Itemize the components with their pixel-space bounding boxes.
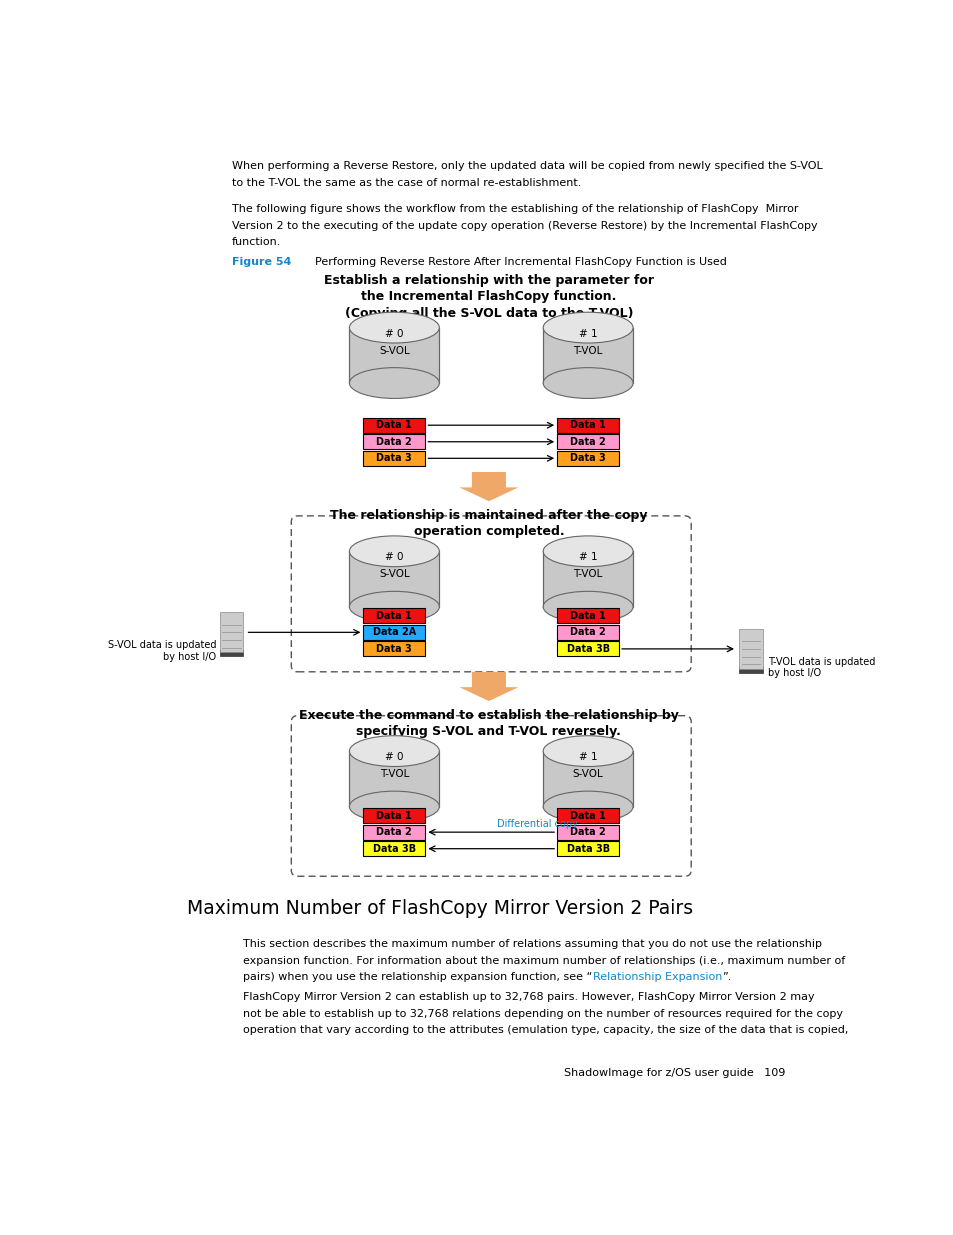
Text: Data 3: Data 3 xyxy=(376,643,412,653)
Bar xyxy=(349,751,439,806)
Text: When performing a Reverse Restore, only the updated data will be copied from new: When performing a Reverse Restore, only … xyxy=(232,162,821,172)
Text: operation completed.: operation completed. xyxy=(414,526,563,538)
Text: # 1: # 1 xyxy=(578,552,597,562)
Bar xyxy=(557,825,618,840)
Text: to the T-VOL the same as the case of normal re-establishment.: to the T-VOL the same as the case of nor… xyxy=(232,178,580,188)
Bar xyxy=(542,327,633,383)
Ellipse shape xyxy=(542,736,633,767)
Text: Relationship Expansion: Relationship Expansion xyxy=(592,972,721,983)
Bar xyxy=(557,841,618,856)
Text: Data 2: Data 2 xyxy=(570,437,605,447)
Bar xyxy=(363,825,425,840)
Bar xyxy=(363,451,425,466)
Bar xyxy=(557,435,618,450)
Text: S-VOL: S-VOL xyxy=(572,769,603,779)
Text: ShadowImage for z/OS user guide   109: ShadowImage for z/OS user guide 109 xyxy=(564,1067,785,1078)
Ellipse shape xyxy=(349,792,439,823)
Text: Data 1: Data 1 xyxy=(376,810,412,820)
Ellipse shape xyxy=(542,792,633,823)
Bar xyxy=(220,613,243,652)
Ellipse shape xyxy=(349,536,439,567)
Text: Version 2 to the executing of the update copy operation (Reverse Restore) by the: Version 2 to the executing of the update… xyxy=(232,221,817,231)
Bar xyxy=(557,625,618,640)
Ellipse shape xyxy=(542,536,633,567)
Text: Data 2: Data 2 xyxy=(376,437,412,447)
Text: # 1: # 1 xyxy=(578,752,597,762)
Bar xyxy=(557,451,618,466)
Bar xyxy=(557,641,618,656)
Bar xyxy=(739,667,761,673)
Text: T-VOL: T-VOL xyxy=(573,346,602,356)
Text: # 0: # 0 xyxy=(385,752,403,762)
Bar xyxy=(363,625,425,640)
Bar xyxy=(542,751,633,806)
Ellipse shape xyxy=(542,312,633,343)
Text: Figure 54: Figure 54 xyxy=(232,257,291,267)
Ellipse shape xyxy=(349,736,439,767)
Text: Performing Reverse Restore After Incremental FlashCopy Function is Used: Performing Reverse Restore After Increme… xyxy=(314,257,725,267)
Ellipse shape xyxy=(349,592,439,622)
Text: Maximum Number of FlashCopy Mirror Version 2 Pairs: Maximum Number of FlashCopy Mirror Versi… xyxy=(187,899,693,919)
Text: Data 2: Data 2 xyxy=(570,827,605,837)
Text: the Incremental FlashCopy function.: the Incremental FlashCopy function. xyxy=(361,290,616,304)
Text: Data 1: Data 1 xyxy=(376,611,412,621)
Text: T-VOL data is updated
by host I/O: T-VOL data is updated by host I/O xyxy=(767,657,875,678)
Text: not be able to establish up to 32,768 relations depending on the number of resou: not be able to establish up to 32,768 re… xyxy=(243,1009,842,1019)
Text: operation that vary according to the attributes (emulation type, capacity, the s: operation that vary according to the att… xyxy=(243,1025,848,1035)
Text: (Copying all the S-VOL data to the T-VOL): (Copying all the S-VOL data to the T-VOL… xyxy=(344,306,633,320)
Text: FlashCopy Mirror Version 2 can establish up to 32,768 pairs. However, FlashCopy : FlashCopy Mirror Version 2 can establish… xyxy=(243,993,814,1003)
Bar xyxy=(363,609,425,624)
Text: Data 1: Data 1 xyxy=(570,611,605,621)
Text: The relationship is maintained after the copy: The relationship is maintained after the… xyxy=(330,509,647,522)
Text: S-VOL: S-VOL xyxy=(378,346,410,356)
Text: ”.: ”. xyxy=(721,972,731,983)
Ellipse shape xyxy=(542,368,633,399)
Ellipse shape xyxy=(349,312,439,343)
Bar xyxy=(557,808,618,823)
Bar xyxy=(542,551,633,606)
Text: Data 2: Data 2 xyxy=(376,827,412,837)
Bar xyxy=(363,808,425,823)
Text: function.: function. xyxy=(232,237,281,247)
Text: Differential copy: Differential copy xyxy=(497,819,578,829)
Polygon shape xyxy=(459,472,517,501)
Text: Data 1: Data 1 xyxy=(376,420,412,430)
Text: This section describes the maximum number of relations assuming that you do not : This section describes the maximum numbe… xyxy=(243,940,821,950)
Bar xyxy=(557,417,618,432)
Ellipse shape xyxy=(542,592,633,622)
Bar xyxy=(363,435,425,450)
Text: pairs) when you use the relationship expansion function, see “: pairs) when you use the relationship exp… xyxy=(243,972,592,983)
Bar xyxy=(363,417,425,432)
Bar xyxy=(363,841,425,856)
Text: Data 3B: Data 3B xyxy=(566,844,609,853)
Polygon shape xyxy=(459,672,517,701)
Text: Establish a relationship with the parameter for: Establish a relationship with the parame… xyxy=(324,274,653,287)
Text: Data 2A: Data 2A xyxy=(373,627,416,637)
Text: # 0: # 0 xyxy=(385,329,403,338)
Text: Data 2: Data 2 xyxy=(570,627,605,637)
Text: Data 3: Data 3 xyxy=(570,453,605,463)
Text: Data 3: Data 3 xyxy=(376,453,412,463)
Bar xyxy=(349,551,439,606)
Text: Data 1: Data 1 xyxy=(570,810,605,820)
Text: T-VOL: T-VOL xyxy=(573,569,602,579)
Text: T-VOL: T-VOL xyxy=(379,769,409,779)
Text: Data 1: Data 1 xyxy=(570,420,605,430)
Text: S-VOL data is updated
by host I/O: S-VOL data is updated by host I/O xyxy=(108,640,216,662)
Bar xyxy=(557,609,618,624)
Bar xyxy=(739,629,761,669)
Text: The following figure shows the workflow from the establishing of the relationshi: The following figure shows the workflow … xyxy=(232,204,798,215)
Text: specifying S-VOL and T-VOL reversely.: specifying S-VOL and T-VOL reversely. xyxy=(356,725,620,739)
Text: Data 3B: Data 3B xyxy=(566,643,609,653)
Text: S-VOL: S-VOL xyxy=(378,569,410,579)
Bar xyxy=(349,327,439,383)
Text: # 1: # 1 xyxy=(578,329,597,338)
Text: # 0: # 0 xyxy=(385,552,403,562)
Text: expansion function. For information about the maximum number of relationships (i: expansion function. For information abou… xyxy=(243,956,844,966)
Bar xyxy=(220,650,243,656)
Ellipse shape xyxy=(349,368,439,399)
Text: Execute the command to establish the relationship by: Execute the command to establish the rel… xyxy=(298,709,679,721)
Text: Data 3B: Data 3B xyxy=(373,844,416,853)
Bar xyxy=(363,641,425,656)
